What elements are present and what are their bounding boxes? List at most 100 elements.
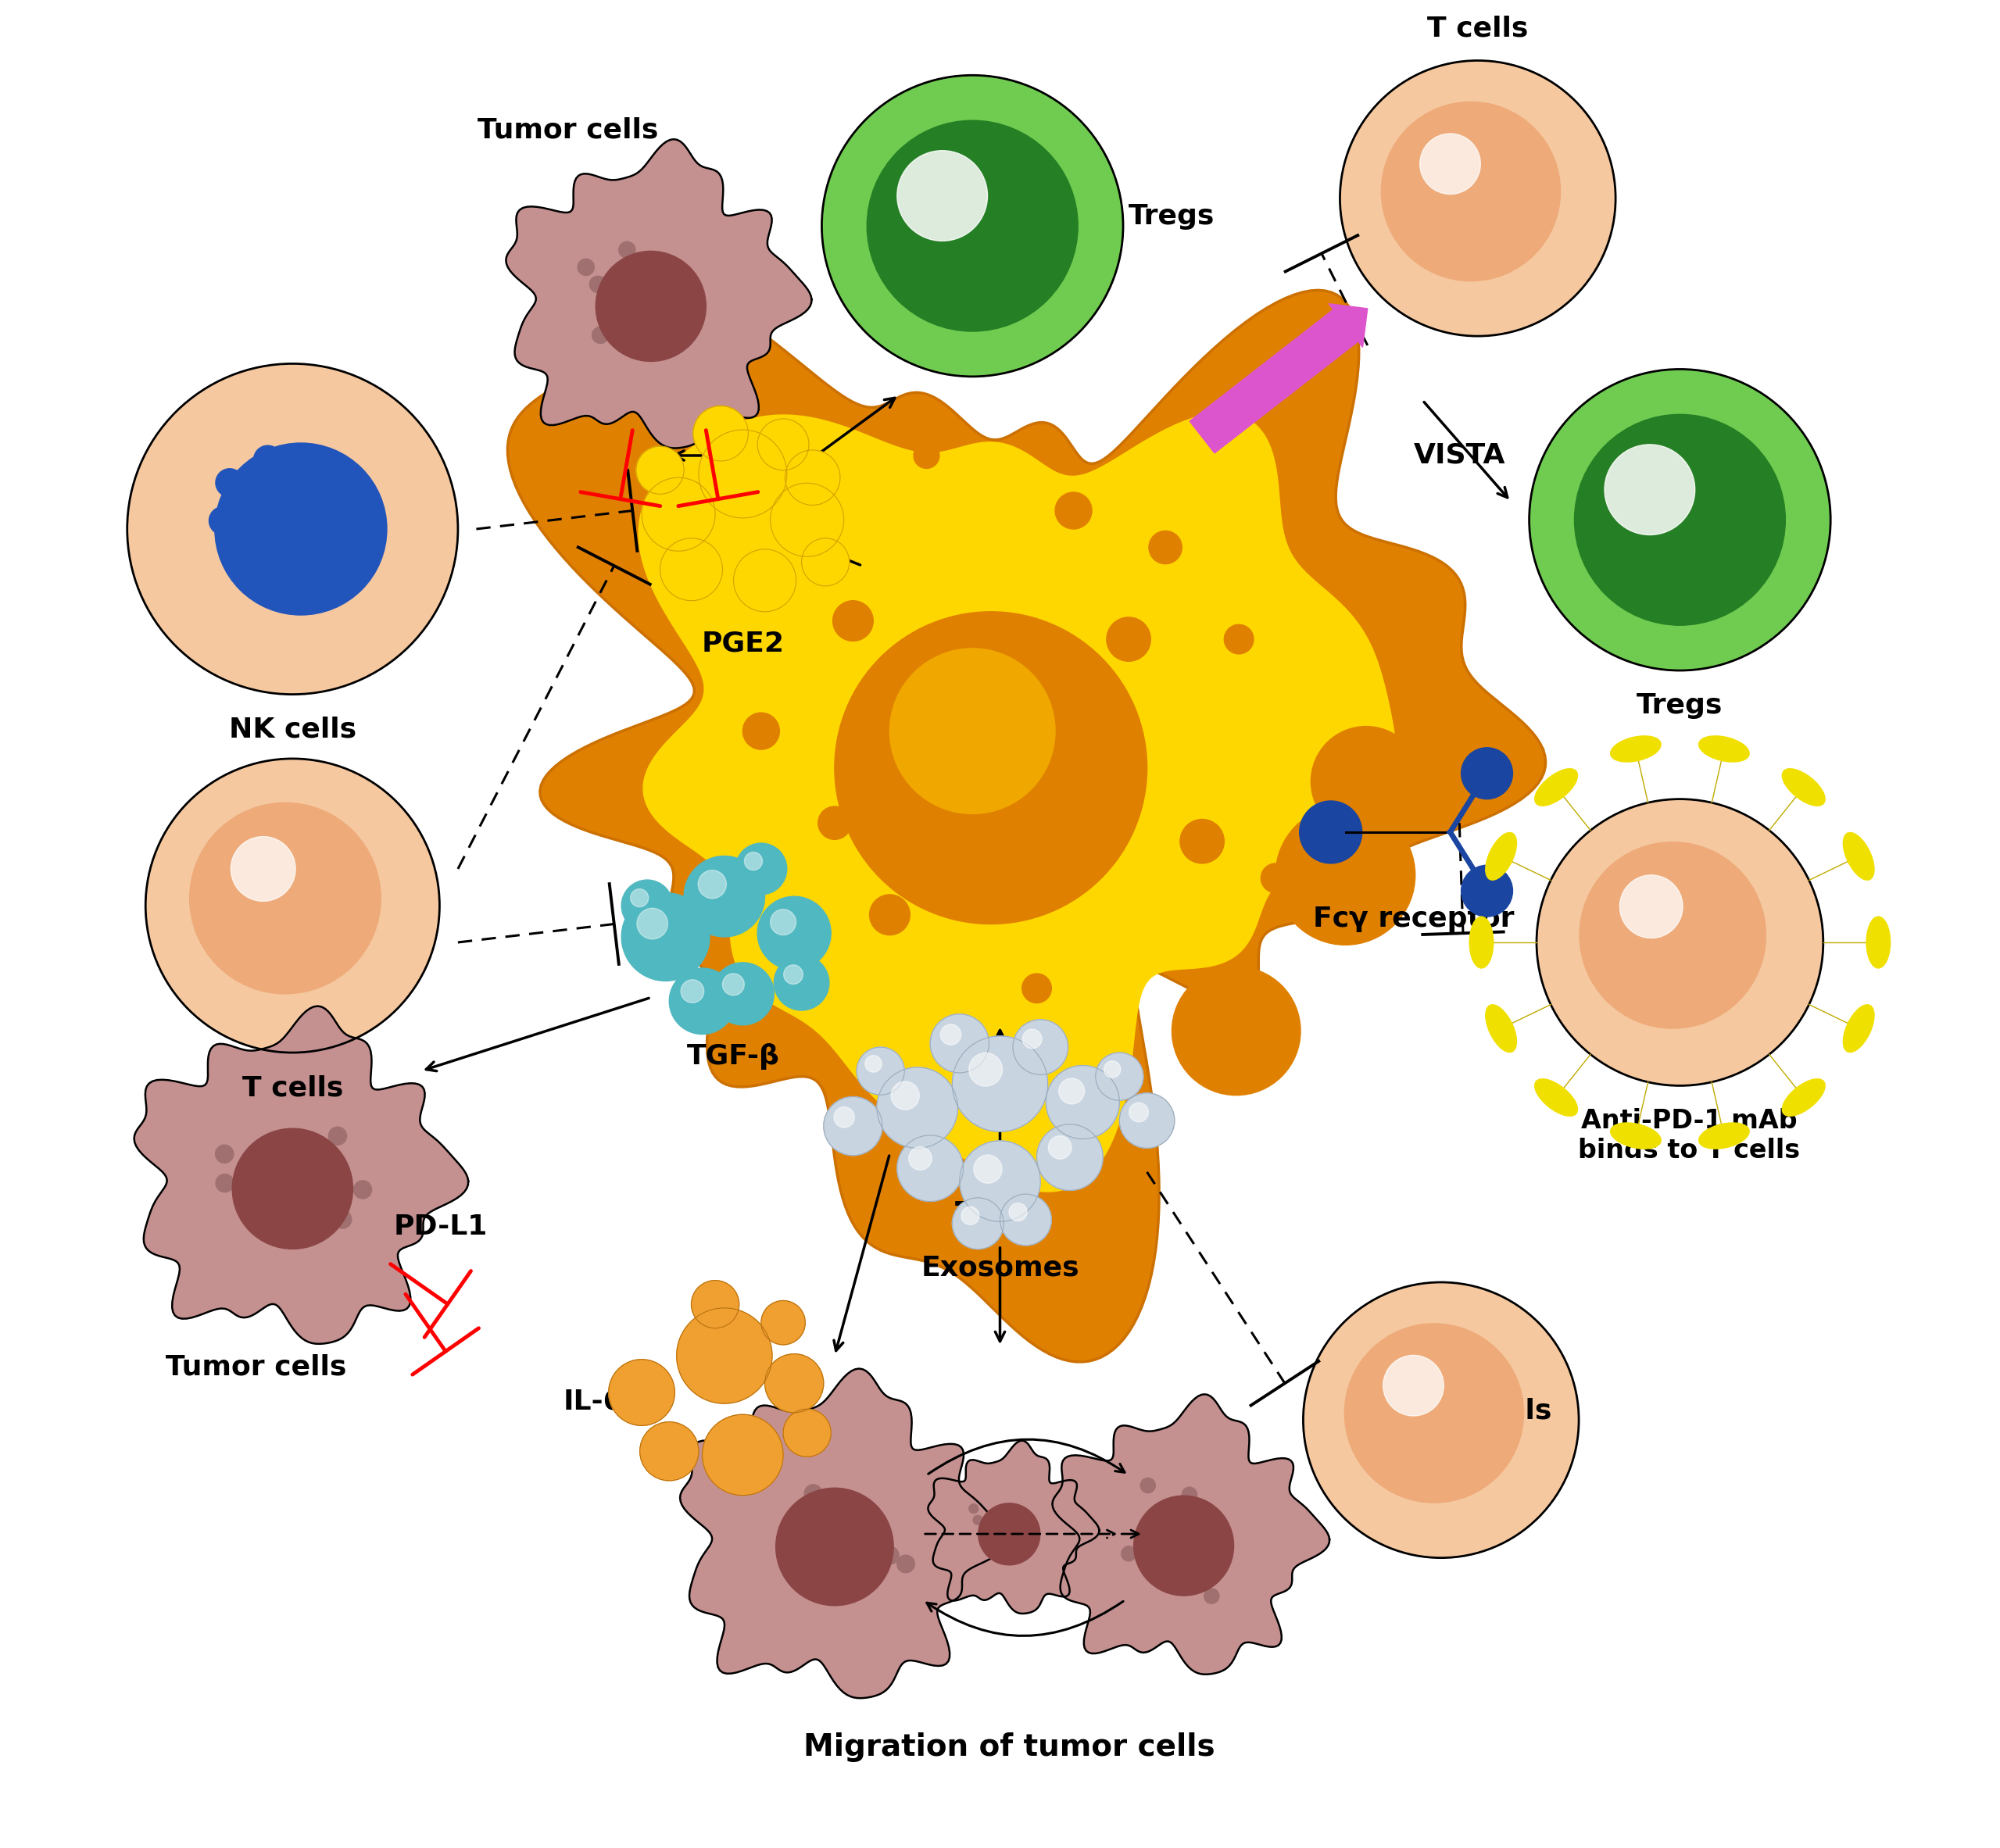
Circle shape [308, 453, 336, 480]
Circle shape [1130, 1103, 1148, 1122]
Circle shape [680, 979, 704, 1003]
Polygon shape [638, 412, 1396, 1192]
Circle shape [770, 482, 844, 556]
Ellipse shape [1610, 1124, 1660, 1149]
Circle shape [1224, 625, 1254, 654]
Circle shape [1340, 61, 1616, 336]
Text: TAMs: TAMs [954, 1199, 1046, 1229]
Circle shape [834, 612, 1148, 924]
Circle shape [1200, 1552, 1214, 1567]
Circle shape [1140, 1478, 1156, 1493]
Circle shape [824, 1096, 882, 1155]
Circle shape [592, 327, 608, 344]
Circle shape [676, 1308, 772, 1403]
Circle shape [636, 907, 668, 939]
Circle shape [712, 963, 774, 1026]
Circle shape [1148, 530, 1182, 564]
Ellipse shape [1844, 833, 1874, 880]
Circle shape [890, 649, 1056, 813]
Circle shape [1022, 974, 1052, 1003]
Text: TGF-β: TGF-β [688, 1044, 780, 1070]
Circle shape [1036, 1124, 1102, 1190]
Circle shape [1344, 1323, 1524, 1502]
Circle shape [978, 1502, 1040, 1565]
Circle shape [758, 419, 808, 469]
Circle shape [1182, 1488, 1196, 1502]
Circle shape [636, 447, 684, 493]
Circle shape [764, 1355, 824, 1412]
Circle shape [1620, 874, 1682, 939]
Circle shape [622, 880, 672, 931]
Circle shape [1046, 1066, 1120, 1138]
Circle shape [818, 806, 852, 839]
Polygon shape [508, 288, 1546, 1362]
Circle shape [630, 889, 648, 907]
Circle shape [1010, 1203, 1028, 1222]
Circle shape [1304, 1283, 1578, 1558]
Circle shape [1604, 445, 1694, 534]
Text: Tregs: Tregs [1636, 693, 1724, 719]
Text: Exosomes: Exosomes [920, 1255, 1080, 1281]
Circle shape [896, 1556, 914, 1573]
Circle shape [822, 76, 1124, 377]
Circle shape [328, 1127, 346, 1146]
Circle shape [1384, 1355, 1444, 1416]
Circle shape [210, 506, 238, 534]
Circle shape [698, 431, 786, 517]
Circle shape [758, 896, 830, 970]
Circle shape [968, 1504, 978, 1514]
Circle shape [1134, 1495, 1234, 1595]
Text: PGE2: PGE2 [702, 630, 784, 656]
Circle shape [898, 150, 988, 240]
Circle shape [692, 1281, 740, 1329]
Circle shape [774, 955, 830, 1011]
Circle shape [968, 1053, 1002, 1087]
Circle shape [214, 444, 386, 615]
Circle shape [232, 1129, 352, 1249]
Circle shape [892, 1081, 920, 1111]
Circle shape [1172, 967, 1300, 1096]
Circle shape [684, 856, 764, 937]
Ellipse shape [1534, 1079, 1578, 1116]
Polygon shape [506, 139, 812, 449]
Circle shape [930, 1015, 988, 1074]
Circle shape [670, 968, 736, 1035]
Ellipse shape [1486, 833, 1516, 880]
Circle shape [744, 852, 762, 870]
Circle shape [660, 538, 722, 601]
Text: Fcγ receptor: Fcγ receptor [1312, 906, 1514, 931]
Circle shape [216, 1146, 234, 1162]
FancyArrowPatch shape [926, 1602, 1124, 1635]
Text: VISTA: VISTA [1414, 442, 1506, 469]
Circle shape [1106, 617, 1150, 662]
Text: Anti-PD-1 mAb
binds to T cells: Anti-PD-1 mAb binds to T cells [1578, 1107, 1800, 1164]
Circle shape [666, 285, 682, 301]
Text: Tumor cells: Tumor cells [478, 116, 658, 142]
Circle shape [1420, 133, 1480, 194]
Circle shape [190, 802, 380, 994]
Circle shape [960, 1140, 1040, 1222]
Ellipse shape [1844, 1005, 1874, 1052]
Circle shape [1536, 798, 1824, 1085]
Circle shape [742, 713, 780, 750]
Polygon shape [928, 1441, 1100, 1613]
Ellipse shape [1698, 1124, 1750, 1149]
Circle shape [898, 1135, 964, 1201]
Circle shape [722, 974, 744, 996]
Circle shape [1048, 1137, 1072, 1159]
Text: Migration of tumor cells: Migration of tumor cells [804, 1732, 1214, 1761]
Circle shape [354, 1181, 372, 1199]
Circle shape [1120, 1092, 1174, 1148]
Circle shape [856, 1048, 904, 1094]
Circle shape [618, 242, 636, 259]
FancyArrowPatch shape [928, 1440, 1124, 1475]
Circle shape [882, 1547, 898, 1563]
Circle shape [940, 1024, 962, 1044]
Circle shape [1382, 102, 1560, 281]
Circle shape [952, 1198, 1004, 1249]
Circle shape [230, 837, 296, 902]
Circle shape [776, 1488, 894, 1606]
Circle shape [642, 477, 716, 551]
Circle shape [1310, 726, 1422, 837]
Circle shape [640, 1421, 698, 1480]
